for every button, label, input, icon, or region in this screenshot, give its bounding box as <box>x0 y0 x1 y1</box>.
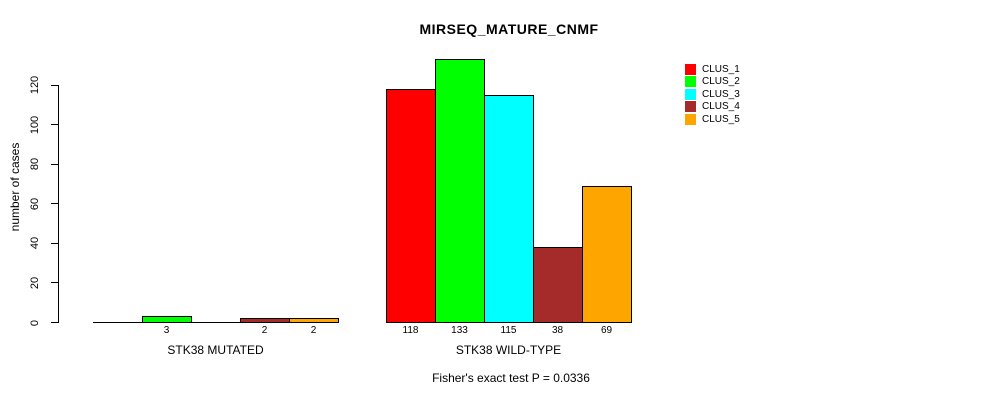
group-baseline <box>93 322 339 323</box>
legend-swatch-clus_5 <box>685 113 696 125</box>
y-axis-tick <box>51 84 58 86</box>
legend-item-clus_5: CLUS_5 <box>685 113 740 125</box>
legend-label: CLUS_1 <box>702 64 740 75</box>
legend-item-clus_2: CLUS_2 <box>685 76 740 88</box>
y-axis-label: number of cases <box>8 142 22 232</box>
legend-swatch-clus_2 <box>685 76 696 88</box>
y-axis-tick-label: 0 <box>29 319 41 326</box>
bar-value-label: 118 <box>402 325 419 336</box>
legend-item-clus_4: CLUS_4 <box>685 101 740 113</box>
bar-value-label: 3 <box>163 325 170 336</box>
bar-value-label: 2 <box>310 325 317 336</box>
bar-clus_5-group2 <box>582 185 632 323</box>
bar-clus_2-group1 <box>142 316 192 323</box>
legend-label: CLUS_2 <box>702 76 740 88</box>
bar-value-label: 38 <box>551 325 564 336</box>
y-axis-tick <box>51 322 58 323</box>
legend-label: CLUS_5 <box>702 113 740 125</box>
bar-clus_2-group2 <box>435 59 485 323</box>
footnote-pvalue: Fisher's exact test P = 0.0336 <box>432 371 590 385</box>
bar-clus_4-group1 <box>240 318 290 323</box>
bar-clus_4-group2 <box>533 246 583 323</box>
y-axis-tick <box>51 242 58 244</box>
y-axis-tick <box>51 124 58 126</box>
bar-value-label: 69 <box>600 325 613 336</box>
y-axis-tick-label: 40 <box>29 237 41 250</box>
y-axis-tick <box>51 282 58 284</box>
bar-clus_5-group1 <box>289 318 339 323</box>
legend-label: CLUS_3 <box>702 88 740 100</box>
y-axis-line <box>58 84 59 323</box>
legend-swatch-clus_3 <box>685 88 696 100</box>
y-axis-tick <box>51 163 58 165</box>
y-axis-tick <box>51 203 58 205</box>
y-axis-tick-label: 20 <box>29 276 41 290</box>
y-axis-tick-label: 80 <box>29 158 41 171</box>
group-label-2: STK38 WILD-TYPE <box>455 343 562 357</box>
bar-value-label: 115 <box>500 325 517 336</box>
group-label-1: STK38 MUTATED <box>167 343 264 357</box>
legend-item-clus_1: CLUS_1 <box>685 64 740 75</box>
y-axis-tick-label: 100 <box>29 115 41 134</box>
y-axis-tick-label: 120 <box>29 76 41 95</box>
bar-value-label: 2 <box>261 325 268 336</box>
legend-item-clus_3: CLUS_3 <box>685 88 740 100</box>
chart-title: MIRSEQ_MATURE_CNMF <box>419 21 599 37</box>
bar-clus_3-group2 <box>484 94 534 323</box>
legend-swatch-clus_1 <box>685 64 696 75</box>
bar-value-label: 133 <box>451 325 468 336</box>
y-axis-tick-label: 60 <box>29 197 41 210</box>
legend-label: CLUS_4 <box>702 101 740 113</box>
bar-clus_1-group2 <box>386 88 436 323</box>
legend-swatch-clus_4 <box>685 101 696 113</box>
